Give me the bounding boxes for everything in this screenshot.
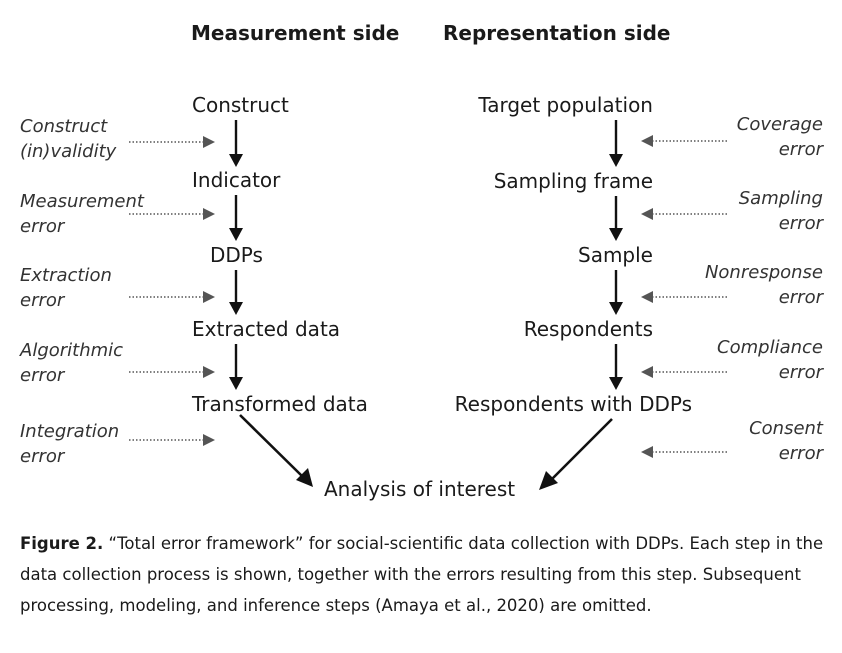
error-label-line: error	[778, 139, 823, 160]
arrowhead	[203, 291, 215, 303]
arrowhead	[229, 377, 243, 390]
figure-label: Figure 2.	[20, 534, 104, 553]
error-label-line: Extraction	[20, 265, 112, 286]
error-label-line: Compliance	[717, 337, 823, 358]
flow-arrow	[551, 418, 613, 480]
arrowhead	[203, 366, 215, 378]
error-label-line: Nonresponse	[704, 262, 823, 283]
error-nonresponse: Nonresponse error	[705, 260, 823, 310]
error-label-line: error	[778, 287, 823, 308]
node-transformed-data: Transformed data	[192, 392, 368, 416]
arrowhead	[296, 468, 313, 487]
error-label-line: Consent	[749, 418, 823, 439]
arrowhead	[203, 136, 215, 148]
error-consent: Consent error	[749, 416, 823, 466]
arrowhead	[641, 208, 653, 220]
flow-arrow	[239, 414, 303, 477]
node-sample: Sample	[578, 243, 653, 267]
error-label-line: error	[778, 362, 823, 383]
measurement-side-heading: Measurement side	[191, 21, 400, 45]
caption-text: “Total error framework” for social-scien…	[20, 534, 824, 615]
error-label-line: error	[20, 446, 65, 467]
error-label-line: (in)validity	[20, 141, 117, 162]
error-integration: Integration error	[20, 419, 119, 469]
error-label-line: Integration	[20, 421, 120, 442]
error-label-line: error	[778, 443, 823, 464]
figure-caption: Figure 2. “Total error framework” for so…	[20, 528, 832, 621]
error-sampling: Sampling error	[739, 186, 823, 236]
arrowhead	[609, 154, 623, 167]
arrowhead	[539, 471, 558, 490]
error-compliance: Compliance error	[717, 335, 823, 385]
arrowhead	[641, 135, 653, 147]
arrowhead	[203, 434, 215, 446]
error-label-line: Coverage	[736, 114, 823, 135]
arrowhead	[229, 302, 243, 315]
error-coverage: Coverage error	[737, 112, 823, 162]
arrowhead	[609, 302, 623, 315]
error-label-line: error	[20, 290, 65, 311]
arrowhead	[203, 208, 215, 220]
error-algorithmic: Algorithmic error	[20, 338, 123, 388]
error-construct-invalidity: Construct (in)validity	[20, 114, 116, 164]
error-extraction: Extraction error	[20, 263, 112, 313]
error-label-line: Construct	[20, 116, 108, 137]
arrowhead	[229, 228, 243, 241]
node-extracted-data: Extracted data	[192, 317, 341, 341]
node-target-population: Target population	[478, 93, 653, 117]
error-label-line: error	[20, 365, 65, 386]
representation-side-heading: Representation side	[443, 21, 671, 45]
arrowhead	[229, 154, 243, 167]
arrowhead	[641, 366, 653, 378]
arrowhead	[641, 291, 653, 303]
error-label-line: error	[20, 216, 65, 237]
error-label-line: error	[778, 213, 823, 234]
error-label-line: Algorithmic	[20, 340, 124, 361]
node-analysis-of-interest: Analysis of interest	[324, 477, 516, 501]
arrowhead	[609, 228, 623, 241]
node-ddps: DDPs	[210, 243, 263, 267]
node-indicator: Indicator	[192, 168, 281, 192]
diagram-arrows	[129, 120, 728, 490]
node-construct: Construct	[192, 93, 289, 117]
arrowhead	[641, 446, 653, 458]
node-respondents: Respondents	[523, 317, 653, 341]
node-respondents-with-ddps: Respondents with DDPs	[454, 392, 692, 416]
error-label-line: Measurement	[20, 191, 144, 212]
error-label-line: Sampling	[738, 188, 823, 209]
error-measurement: Measurement error	[20, 189, 144, 239]
arrowhead	[609, 377, 623, 390]
node-sampling-frame: Sampling frame	[493, 169, 653, 193]
